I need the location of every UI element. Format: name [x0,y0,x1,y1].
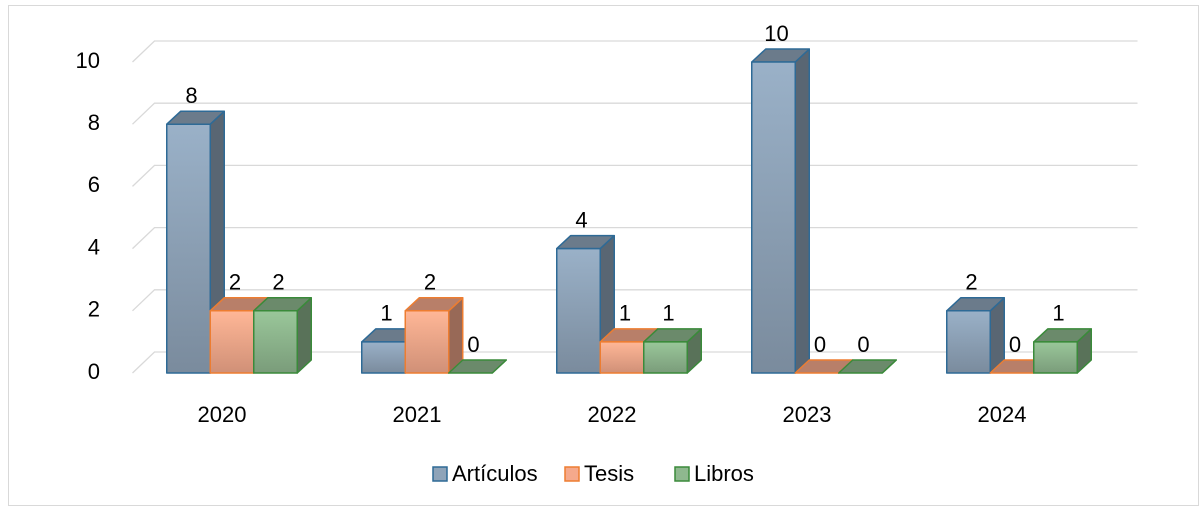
legend-label: Tesis [584,461,634,486]
data-label: 1 [619,301,631,326]
bar-front [946,310,991,374]
data-label: 1 [662,301,674,326]
data-label: 1 [380,301,392,326]
bar-front [643,341,688,374]
data-label: 1 [1052,301,1064,326]
data-label: 10 [764,21,788,46]
bar [556,234,615,374]
bar-front [599,341,645,374]
data-label: 2 [272,270,284,295]
data-label: 2 [424,270,436,295]
x-tick-label: 2022 [588,402,637,427]
data-label: 0 [1009,332,1021,357]
bar-front [556,247,601,374]
legend-swatch [432,466,448,482]
x-tick-label: 2023 [783,402,832,427]
legend-label: Artículos [452,461,538,486]
data-label: 2 [229,270,241,295]
bar-side [794,48,810,374]
y-tick-label: 8 [88,110,100,135]
x-tick-label: 2024 [978,402,1027,427]
bar-top [838,359,897,374]
y-tick-label: 4 [88,234,100,259]
bar-front [361,341,406,374]
bar [253,297,312,374]
bar-front [166,123,211,374]
bar-front [404,310,450,374]
data-label: 8 [185,83,197,108]
data-label: 0 [814,332,826,357]
bar-front [253,310,298,374]
bar [643,328,702,374]
legend-swatch [564,466,580,482]
y-tick-label: 6 [88,172,100,197]
x-tick-label: 2020 [198,402,247,427]
bar-front [1033,341,1078,374]
bar [751,48,810,374]
bar-top [448,359,507,374]
data-label: 4 [575,207,587,232]
legend-label: Libros [694,461,754,486]
y-tick-label: 10 [76,48,100,73]
data-label: 2 [965,270,977,295]
x-tick-label: 2021 [393,402,442,427]
bar-front [209,310,255,374]
bar [838,359,897,374]
y-tick-label: 0 [88,359,100,384]
bar [1033,328,1092,374]
data-label: 0 [857,332,869,357]
bar [448,359,507,374]
bar [946,297,1005,374]
data-label: 0 [467,332,479,357]
grid-line [132,40,1138,63]
legend-swatch [674,466,690,482]
bar-front [751,61,796,374]
y-tick-label: 2 [88,297,100,322]
bar [404,297,464,374]
